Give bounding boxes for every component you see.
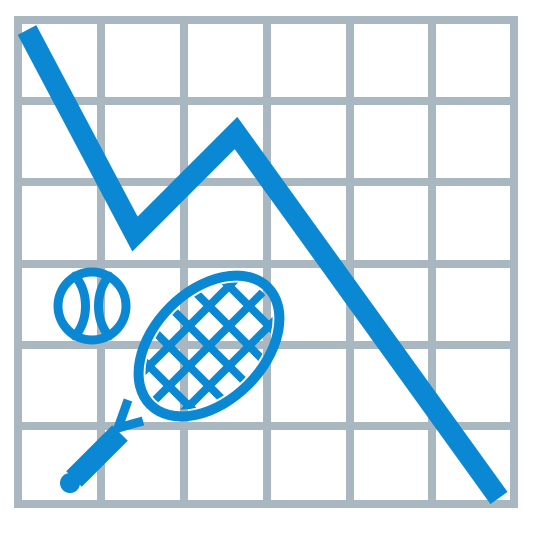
- tennis-ball-outline: [53, 267, 131, 345]
- racket-handle: [66, 425, 128, 487]
- racket-string: [121, 258, 297, 434]
- racket-string: [121, 258, 297, 434]
- tennis-ball-icon: [53, 267, 131, 345]
- racket-grip-end: [60, 473, 80, 493]
- racket-throat: [113, 398, 145, 433]
- tennis-ball-seam: [70, 271, 90, 341]
- racket-string: [121, 258, 297, 434]
- declining-trend-line: [17, 25, 508, 505]
- tennis-ball-seam: [94, 271, 114, 341]
- racket-string: [121, 258, 297, 434]
- chart-grid: [14, 16, 518, 508]
- racket-head: [133, 270, 285, 422]
